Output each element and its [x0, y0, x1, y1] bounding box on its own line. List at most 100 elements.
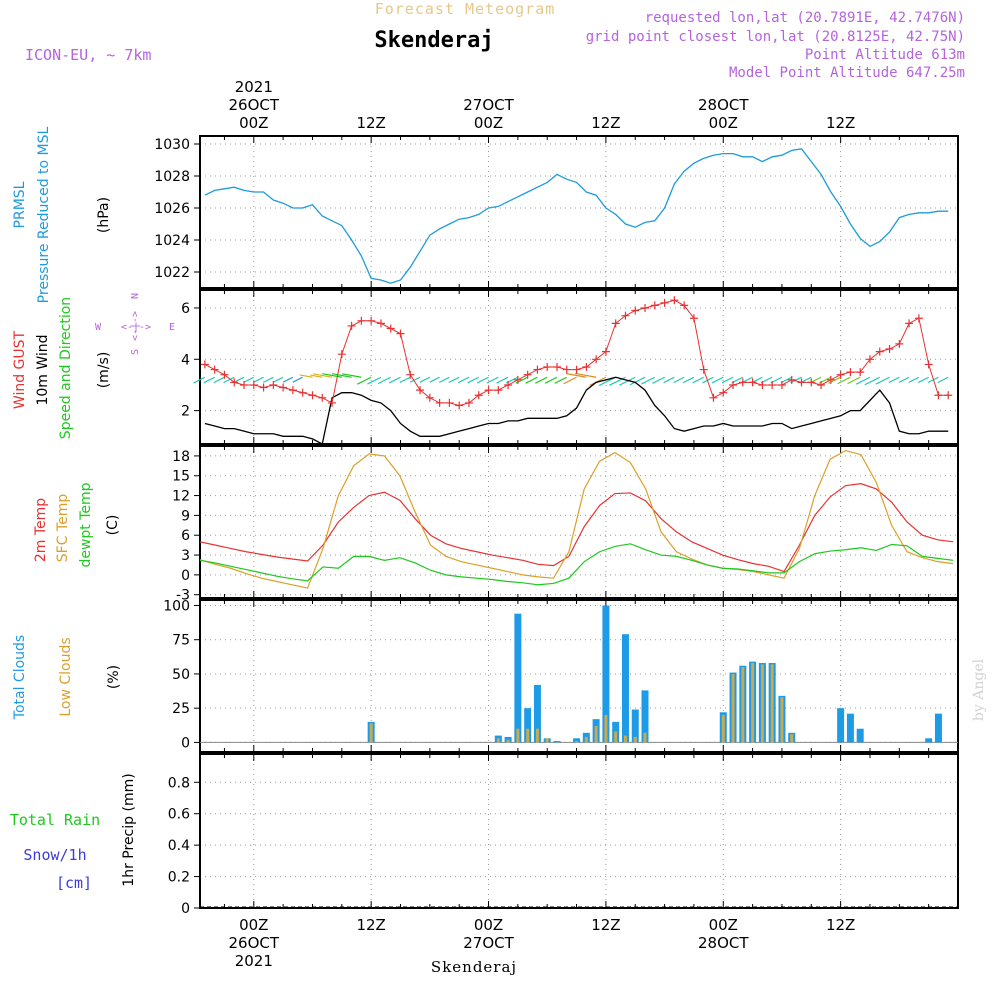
gust-point — [865, 355, 874, 364]
gust-point — [582, 363, 591, 371]
ytick-label: 6 — [181, 301, 190, 317]
wind-arrow — [682, 376, 695, 384]
wind-arrow — [652, 376, 665, 384]
ytick-label: 100 — [163, 598, 190, 614]
ytick-label: 0.2 — [168, 870, 190, 886]
gust-point — [826, 375, 835, 384]
gust-point — [504, 380, 513, 389]
wind-gust-label: Wind GUST — [12, 330, 28, 409]
low-cloud-bar — [614, 731, 618, 743]
time-axis-label: 28OCT — [698, 934, 749, 952]
total-cloud-bar — [856, 728, 864, 743]
gust-point — [543, 363, 552, 371]
wind-arrow — [213, 376, 225, 384]
low-cloud-bar — [770, 664, 774, 743]
wind-arrow — [898, 376, 910, 383]
wind-arrow — [310, 374, 323, 378]
time-axis-label: 26OCT — [229, 96, 280, 114]
gust-point — [768, 380, 777, 389]
wind-arrow — [855, 376, 871, 385]
compass-rose: N S <-|-> W <-|-> E — [95, 293, 175, 355]
ytick-label: 6 — [181, 528, 190, 544]
low-cloud-bar — [623, 735, 627, 743]
ytick-label: 0.4 — [168, 838, 190, 854]
wind-arrow — [203, 376, 215, 384]
time-axis-label: 12Z — [356, 916, 385, 934]
gust-point — [357, 316, 366, 325]
gust-point — [347, 321, 356, 330]
wind-labels: Wind GUST 10m Wind Speed and Direction (… — [12, 297, 112, 439]
low-cloud-bar — [506, 739, 510, 743]
total-cloud-bar — [524, 708, 532, 743]
gust-point — [552, 363, 561, 371]
dewpt-line — [199, 543, 954, 586]
gust-point — [474, 391, 483, 400]
gust-point — [308, 391, 317, 400]
low-cloud-bar — [604, 715, 608, 743]
compass-e: E — [169, 322, 175, 333]
total-cloud-bar — [925, 738, 933, 743]
wind-arrow — [554, 376, 568, 384]
gust-point — [670, 296, 679, 305]
wind-arrow — [721, 376, 734, 384]
wind-arrow — [864, 376, 881, 386]
total-cloud-bar — [846, 713, 854, 743]
ytick-label: 15 — [172, 469, 190, 485]
wind-arrow — [847, 376, 861, 385]
low-clouds-label: Low Clouds — [58, 637, 74, 716]
time-axis-label: 28OCT — [698, 96, 749, 114]
low-cloud-bar — [535, 728, 539, 743]
gust-point — [298, 388, 307, 397]
wind-arrow — [566, 373, 587, 378]
gust-point — [396, 329, 405, 338]
wind-arrow — [243, 376, 255, 383]
gust-point — [416, 386, 425, 395]
temperature-labels: 2m Temp SFC Temp dewpt Temp (C) — [33, 482, 121, 567]
low-cloud-bar — [643, 732, 647, 743]
wind-arrow — [367, 376, 382, 385]
wind-speed-dir-label: Speed and Direction — [58, 297, 74, 439]
pressure-unit: (hPa) — [96, 197, 112, 233]
footer-location: Skenderaj — [431, 958, 517, 976]
gust-point — [729, 380, 738, 389]
gust-point — [484, 386, 493, 395]
gust-point — [513, 375, 522, 384]
gust-point — [846, 368, 855, 377]
model-altitude: Model Point Altitude 647.25m — [729, 65, 965, 81]
gust-point — [445, 398, 454, 407]
wind-arrow — [476, 376, 489, 384]
compass-vertical-arrows: <-|-> — [130, 311, 141, 341]
time-axis-label: 12Z — [826, 916, 855, 934]
low-cloud-bar — [584, 736, 588, 743]
gust-point — [328, 398, 337, 407]
low-cloud-bar — [721, 715, 725, 743]
compass-w: W — [95, 322, 102, 333]
gust-point — [523, 370, 532, 379]
compass-n: N — [130, 293, 141, 299]
point-altitude: Point Altitude 613m — [805, 47, 965, 63]
precip-labels: Total Rain Snow/1h [cm] 1hr Precip (mm) — [10, 773, 137, 892]
total-cloud-bar — [837, 708, 845, 743]
time-axis-label: 2021 — [235, 78, 273, 96]
wind-arrow — [409, 376, 421, 383]
gust-point — [885, 345, 894, 354]
gust-point — [259, 383, 268, 392]
low-cloud-bar — [575, 741, 579, 743]
wind-arrow — [429, 376, 440, 383]
low-cloud-bar — [369, 723, 373, 743]
wind-arrow — [619, 376, 636, 386]
wind-arrow — [629, 376, 646, 386]
time-axis-label: 2021 — [235, 952, 273, 970]
gust-point — [621, 311, 630, 320]
gust-line — [204, 299, 949, 407]
wind-arrow — [322, 373, 342, 378]
time-axis-label: 12Z — [591, 114, 620, 132]
wind-arrow — [702, 376, 714, 384]
gust-point — [337, 350, 346, 359]
precip-panel: 0 0.2 0.4 0.6 0.8 — [168, 753, 959, 917]
wind-arrow — [917, 376, 929, 384]
gust-point — [631, 306, 640, 315]
wind-arrow — [282, 376, 294, 383]
gust-point — [601, 347, 610, 356]
